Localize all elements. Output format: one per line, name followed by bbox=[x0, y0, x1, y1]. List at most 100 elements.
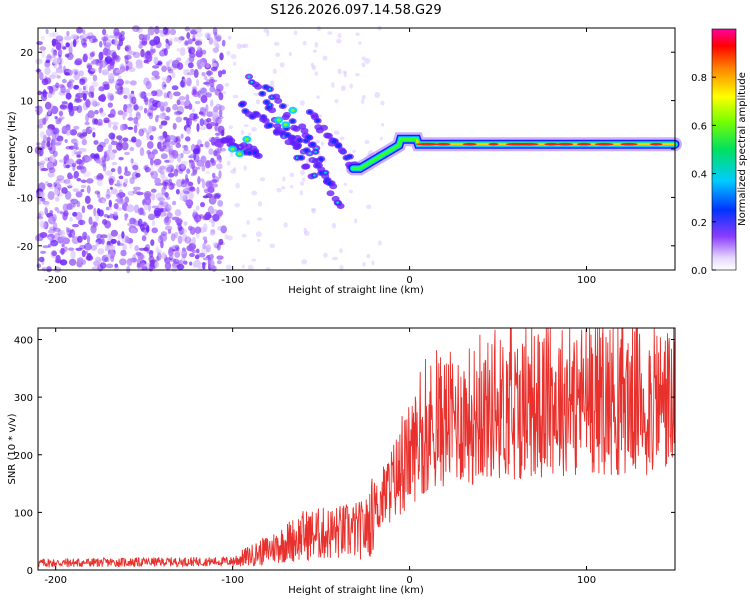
noise-mark bbox=[44, 101, 52, 110]
noise-mark bbox=[99, 107, 104, 114]
noise-mark bbox=[79, 78, 86, 86]
sparse-noise-mark bbox=[247, 264, 254, 271]
sparse-noise-mark bbox=[349, 83, 353, 89]
noise-mark bbox=[59, 104, 68, 109]
noise-mark bbox=[182, 187, 191, 195]
noise-mark bbox=[185, 136, 191, 142]
trace-core-mark bbox=[310, 142, 315, 147]
noise-mark bbox=[72, 39, 77, 48]
noise-mark bbox=[175, 143, 182, 149]
colorbar-frame bbox=[711, 28, 737, 271]
noise-mark bbox=[186, 117, 193, 127]
noise-mark bbox=[191, 90, 200, 98]
noise-mark bbox=[80, 184, 87, 189]
noise-mark bbox=[107, 232, 111, 242]
noise-mark bbox=[192, 34, 196, 42]
noise-mark bbox=[110, 255, 115, 262]
noise-mark bbox=[159, 124, 163, 129]
noise-mark bbox=[182, 78, 186, 83]
signal-peak-mark bbox=[416, 142, 439, 146]
noise-mark bbox=[112, 80, 119, 84]
trace-mark bbox=[268, 107, 276, 114]
noise-mark bbox=[61, 125, 68, 135]
noise-mark bbox=[82, 231, 88, 240]
noise-mark bbox=[174, 209, 182, 217]
noise-mark bbox=[107, 92, 114, 102]
noise-mark bbox=[139, 207, 144, 215]
noise-mark bbox=[101, 218, 108, 225]
noise-mark bbox=[94, 109, 99, 115]
noise-mark bbox=[86, 253, 92, 261]
noise-mark bbox=[128, 67, 136, 73]
noise-mark bbox=[56, 68, 64, 74]
trace-peak-mark bbox=[314, 150, 317, 154]
noise-mark bbox=[203, 188, 210, 194]
noise-mark bbox=[55, 132, 60, 140]
noise-mark bbox=[82, 94, 86, 100]
trace-core-mark bbox=[307, 110, 312, 114]
trace-mark bbox=[326, 190, 335, 197]
noise-mark bbox=[115, 90, 123, 95]
noise-mark bbox=[86, 178, 94, 184]
noise-mark bbox=[86, 35, 92, 40]
noise-mark bbox=[187, 38, 193, 45]
noise-mark bbox=[168, 178, 173, 184]
noise-mark bbox=[102, 163, 107, 172]
noise-mark bbox=[37, 123, 43, 129]
noise-mark bbox=[126, 106, 133, 114]
noise-mark bbox=[82, 92, 87, 101]
noise-mark bbox=[149, 39, 157, 47]
noise-mark bbox=[151, 70, 160, 77]
noise-mark bbox=[105, 253, 111, 258]
noise-mark bbox=[135, 63, 144, 69]
sparse-noise-mark bbox=[361, 94, 366, 100]
noise-mark bbox=[90, 224, 97, 234]
snr-y-tick-label: 100 bbox=[14, 508, 33, 519]
sparse-noise-mark bbox=[333, 130, 340, 135]
noise-mark bbox=[59, 259, 68, 266]
signal-peak-mark bbox=[436, 142, 451, 146]
noise-mark bbox=[39, 219, 45, 228]
trace-peak-mark bbox=[276, 118, 281, 122]
noise-mark bbox=[127, 190, 135, 196]
sparse-noise-mark bbox=[301, 177, 306, 182]
noise-mark bbox=[39, 160, 46, 165]
noise-mark bbox=[68, 258, 77, 266]
noise-mark bbox=[189, 226, 196, 236]
noise-mark bbox=[76, 158, 83, 165]
noise-mark bbox=[200, 95, 208, 104]
noise-mark bbox=[67, 174, 74, 179]
noise-mark bbox=[103, 117, 110, 123]
sparse-noise-mark bbox=[355, 73, 360, 77]
noise-mark bbox=[177, 235, 183, 244]
noise-mark bbox=[68, 102, 74, 111]
trace-mark bbox=[324, 132, 333, 139]
noise-mark bbox=[80, 179, 87, 184]
noise-mark bbox=[204, 141, 210, 148]
noise-mark bbox=[157, 29, 165, 34]
noise-mark bbox=[181, 178, 186, 185]
noise-mark bbox=[182, 228, 187, 234]
noise-mark bbox=[119, 258, 127, 266]
noise-mark bbox=[216, 35, 222, 42]
noise-mark bbox=[126, 258, 133, 266]
noise-mark bbox=[147, 213, 156, 221]
sparse-noise-mark bbox=[299, 181, 305, 186]
snr-background bbox=[38, 328, 675, 570]
spectrogram-y-tick-label: 20 bbox=[20, 48, 33, 59]
trace-mark bbox=[292, 144, 301, 151]
noise-mark bbox=[207, 205, 215, 215]
noise-mark bbox=[44, 202, 50, 207]
noise-mark bbox=[60, 247, 65, 255]
noise-mark bbox=[105, 170, 113, 176]
noise-mark bbox=[148, 125, 152, 134]
noise-mark bbox=[191, 249, 197, 254]
trace-core-mark bbox=[253, 150, 258, 155]
noise-mark bbox=[122, 87, 130, 95]
noise-mark bbox=[198, 111, 204, 115]
noise-mark bbox=[81, 138, 87, 146]
noise-mark bbox=[209, 99, 214, 107]
snr-series-line bbox=[37, 327, 676, 568]
noise-mark bbox=[145, 225, 150, 233]
colorbar-tick-label: 0.0 bbox=[691, 266, 707, 277]
